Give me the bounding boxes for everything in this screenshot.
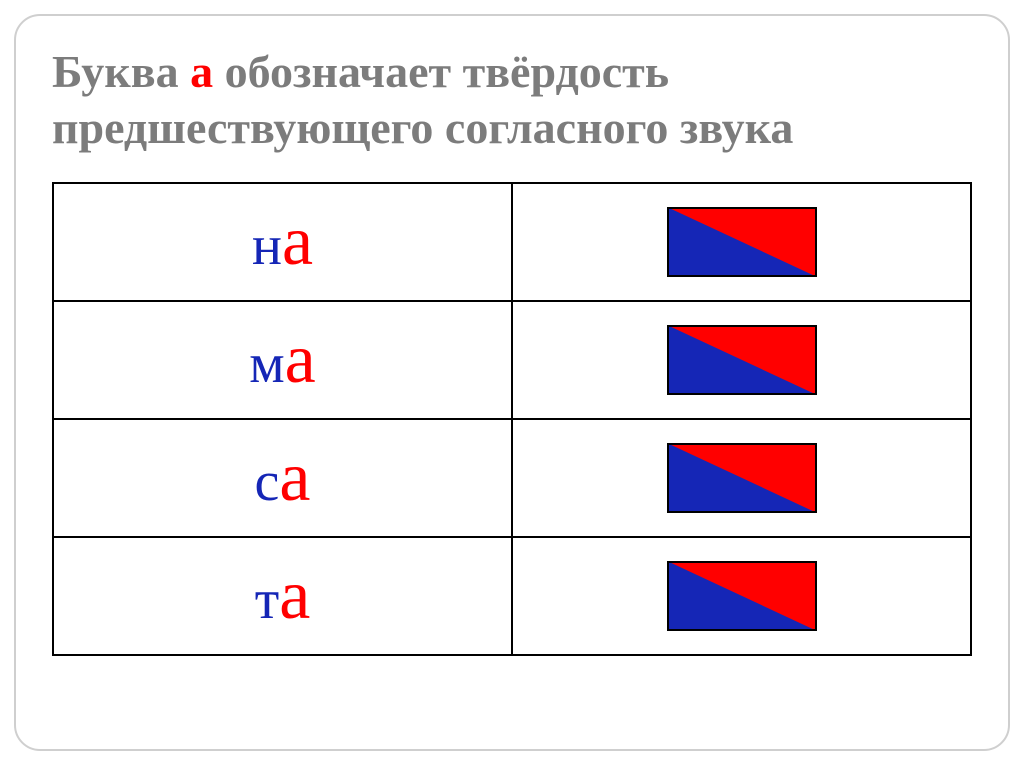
syllable-cell: на: [53, 183, 512, 301]
table-row: на: [53, 183, 971, 301]
sound-diagram-icon: [667, 443, 817, 513]
diagram-cell: [512, 419, 971, 537]
diagram-cell: [512, 537, 971, 655]
consonant-letter: м: [249, 333, 284, 395]
heading-part1: Буква: [52, 46, 190, 97]
vowel-letter: а: [279, 557, 310, 634]
table-row: са: [53, 419, 971, 537]
sound-diagram-icon: [667, 325, 817, 395]
diagram-cell: [512, 301, 971, 419]
syllable-table: на ма: [52, 182, 972, 656]
diagram-cell: [512, 183, 971, 301]
slide-heading: Буква а обозначает твёрдость предшествую…: [52, 44, 972, 156]
syllable-text: са: [255, 443, 311, 513]
slide-card: Буква а обозначает твёрдость предшествую…: [14, 14, 1010, 751]
sound-diagram-icon: [667, 561, 817, 631]
syllable-text: ма: [249, 325, 316, 395]
syllable-text: та: [255, 561, 311, 631]
vowel-letter: а: [282, 203, 313, 280]
table-row: ма: [53, 301, 971, 419]
consonant-letter: н: [252, 215, 282, 277]
consonant-letter: т: [255, 569, 279, 631]
vowel-letter: а: [285, 321, 316, 398]
sound-diagram-icon: [667, 207, 817, 277]
heading-accent-letter: а: [190, 46, 213, 97]
syllable-text: на: [252, 207, 313, 277]
syllable-cell: та: [53, 537, 512, 655]
syllable-cell: ма: [53, 301, 512, 419]
syllable-cell: са: [53, 419, 512, 537]
table-row: та: [53, 537, 971, 655]
consonant-letter: с: [255, 451, 280, 513]
vowel-letter: а: [279, 439, 310, 516]
